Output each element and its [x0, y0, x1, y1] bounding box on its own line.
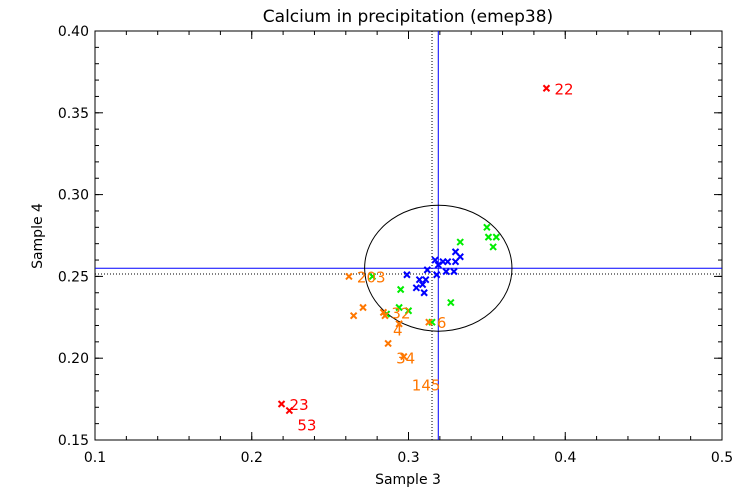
- data-point: [423, 266, 432, 274]
- data-point: [484, 233, 493, 241]
- data-point: [396, 285, 405, 294]
- y-tick-label: 0.20: [58, 351, 89, 367]
- data-point: [384, 339, 392, 348]
- point-label: 145: [412, 377, 441, 395]
- plot-area: 0.1 0.2 0.3 0.4 0.5 0.15 0.20 0.25 0.30 0.35 0.40 2…: [58, 24, 733, 466]
- y-tick-label: 0.25: [58, 269, 89, 285]
- data-point: [277, 400, 286, 408]
- y-tick-label: 0.40: [58, 24, 89, 40]
- data-point: [442, 267, 450, 276]
- point-label: 32: [391, 304, 410, 322]
- confidence-ellipse: [364, 204, 513, 332]
- x-tick-label: 0.2: [241, 450, 263, 466]
- data-point: [359, 303, 367, 312]
- data-point: [368, 272, 377, 281]
- data-point: [404, 307, 413, 315]
- data-point: [431, 256, 439, 264]
- data-point: [542, 84, 551, 92]
- point-label: 203: [357, 268, 386, 286]
- data-point: [349, 311, 358, 320]
- data-point: [412, 284, 421, 292]
- data-point: [439, 257, 447, 266]
- data-point: [483, 223, 491, 232]
- point-label: 6: [437, 314, 447, 332]
- chart-title: Calcium in precipitation (emep38): [263, 7, 553, 27]
- data-point: [451, 257, 460, 266]
- data-point: [400, 352, 408, 361]
- plot-frame: [94, 30, 723, 441]
- x-axis-label: Sample 3: [375, 472, 441, 488]
- data-point: [450, 267, 458, 276]
- data-point: [447, 298, 455, 307]
- point-label: 22: [554, 80, 573, 98]
- y-tick-label: 0.30: [58, 188, 89, 204]
- x-tick-label: 0.5: [711, 450, 733, 466]
- data-point: [422, 275, 430, 284]
- data-point: [395, 320, 403, 328]
- data-point: [285, 406, 294, 415]
- x-tick-label: 0.3: [397, 450, 419, 466]
- data-point: [381, 311, 389, 320]
- y-axis-label: Sample 4: [30, 203, 46, 269]
- data-point: [418, 280, 427, 289]
- data-point: [395, 303, 403, 312]
- point-label: 34: [396, 349, 415, 367]
- data-point: [434, 261, 442, 269]
- data-point: [345, 272, 353, 281]
- data-point: [492, 233, 500, 241]
- data-point: [415, 275, 424, 284]
- point-label: 4: [393, 322, 403, 340]
- point-label: 23: [290, 396, 309, 414]
- y-tick-label: 0.35: [58, 106, 89, 122]
- data-point: [425, 318, 433, 326]
- point-label: 53: [297, 417, 316, 435]
- data-point: [489, 243, 497, 251]
- data-point: [456, 238, 464, 246]
- y-tick-label: 0.15: [58, 433, 89, 449]
- data-point: [433, 271, 441, 279]
- data-point: [420, 289, 428, 297]
- data-point: [403, 271, 411, 279]
- x-tick-label: 0.4: [554, 450, 576, 466]
- x-tick-label: 0.1: [84, 450, 106, 466]
